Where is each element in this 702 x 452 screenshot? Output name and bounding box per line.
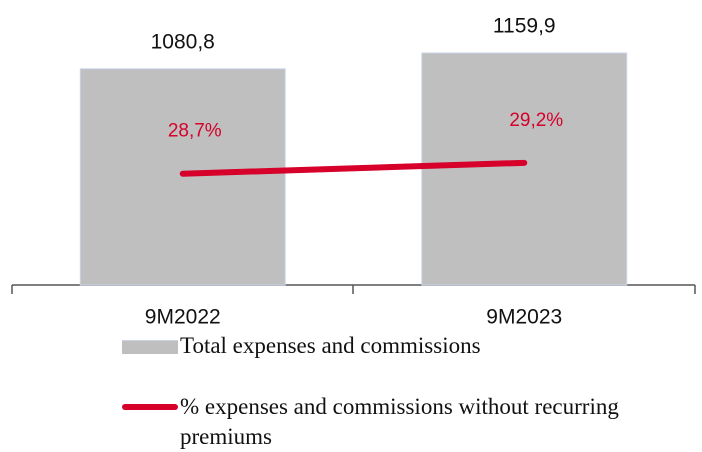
- line: [179, 159, 528, 177]
- data-label: 1159,9: [493, 15, 556, 38]
- bar: [421, 52, 628, 286]
- legend-label: Total expenses and commissions: [180, 333, 481, 358]
- data-label: 28,7%: [168, 121, 222, 142]
- data-label: 29,2%: [509, 110, 563, 131]
- x-tick-label: 9M2023: [486, 306, 562, 329]
- legend-label: % expenses and commissions without recur…: [180, 394, 619, 449]
- legend-swatch-line: [122, 404, 178, 410]
- legend-swatch-bar: [122, 340, 178, 354]
- data-label: 1080,8: [151, 30, 215, 53]
- bar: [79, 68, 286, 286]
- x-tick-label: 9M2022: [145, 306, 221, 329]
